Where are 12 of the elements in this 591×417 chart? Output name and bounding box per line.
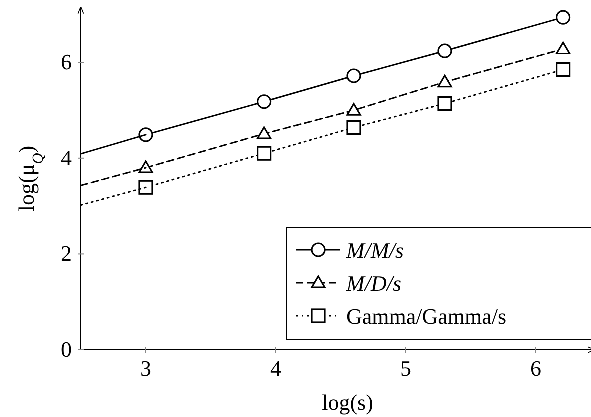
y-tick-label: 2 xyxy=(61,241,72,266)
x-axis-title: log(s) xyxy=(322,390,374,415)
y-tick-label: 4 xyxy=(61,145,72,170)
x-tick-label: 4 xyxy=(270,356,282,381)
x-tick-label: 5 xyxy=(400,356,412,381)
legend-label: M/M/s xyxy=(346,238,404,263)
y-tick-label: 6 xyxy=(61,50,72,75)
x-tick-label: 3 xyxy=(140,356,152,381)
y-tick-label: 0 xyxy=(61,337,72,362)
x-tick-label: 6 xyxy=(530,356,542,381)
legend-label: M/D/s xyxy=(346,271,402,296)
legend-label: Gamma/Gamma/s xyxy=(346,304,507,329)
